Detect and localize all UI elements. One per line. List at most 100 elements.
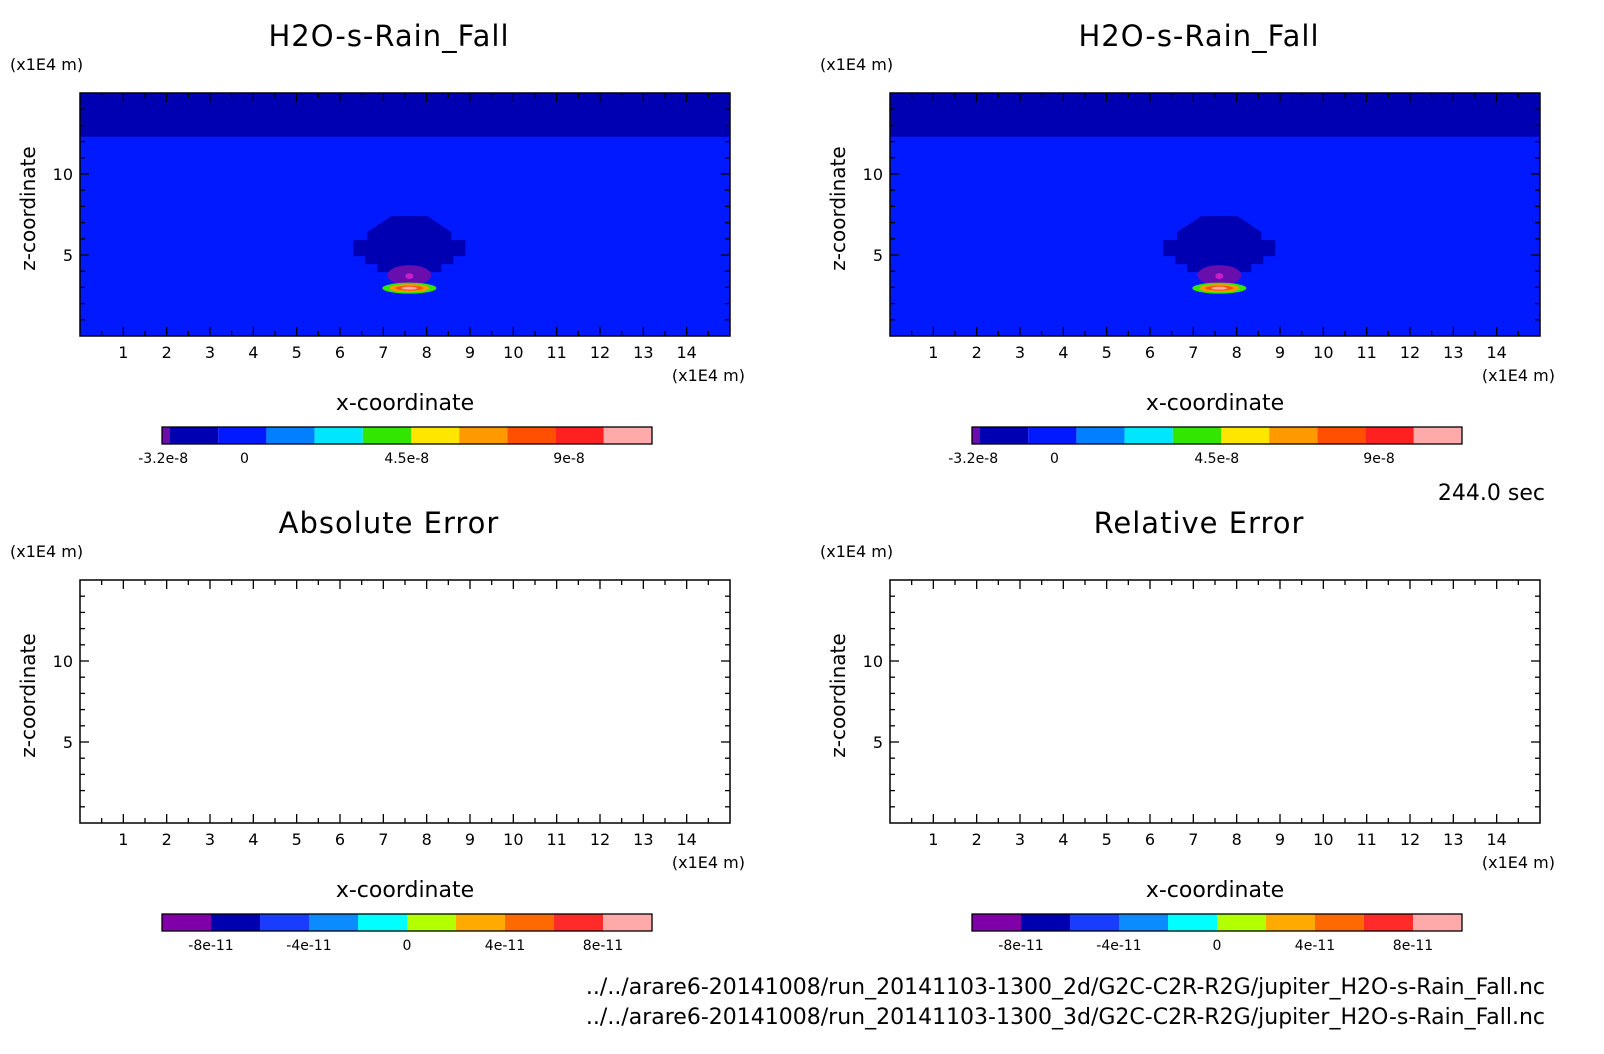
y-tick-label: 10: [863, 165, 883, 184]
x-axis-label: x-coordinate: [336, 391, 474, 416]
colorbar-bin: [456, 914, 505, 931]
heatmap-band-peak: [401, 286, 418, 290]
x-unit-label: (x1E4 m): [672, 366, 745, 385]
heatmap-band-peak: [1211, 286, 1228, 290]
colorbar-bin: [554, 914, 603, 931]
colorbar-tick-label: -3.2e-8: [138, 451, 188, 467]
axis-ticks: [890, 580, 1540, 823]
colorbar-bin: [1315, 914, 1364, 931]
colorbar-bin: [362, 427, 411, 444]
x-tick-label: 13: [633, 830, 653, 849]
x-tick-label: 9: [465, 830, 475, 849]
colorbar-tick-label: 4e-11: [1295, 938, 1335, 954]
colorbar-frame: [161, 426, 653, 445]
axis-ticks: [890, 93, 1540, 336]
colorbar-bin: [411, 427, 460, 444]
x-tick-label: 6: [335, 343, 345, 362]
y-tick-label: 10: [863, 652, 883, 671]
colorbar-bin: [218, 427, 267, 444]
chart-title: Absolute Error: [279, 506, 500, 540]
x-tick-label: 13: [1443, 830, 1463, 849]
colorbar-bin: [1364, 914, 1413, 931]
x-tick-label: 3: [205, 343, 215, 362]
x-tick-label: 4: [1058, 343, 1068, 362]
plot-frame: [889, 579, 1541, 824]
colorbar-bin: [1021, 914, 1070, 931]
colorbar-tick-label: -8e-11: [998, 938, 1043, 954]
y-axis-label: z-coordinate: [16, 633, 40, 757]
x-tick-label: 8: [422, 830, 432, 849]
y-unit-label: (x1E4 m): [10, 55, 83, 74]
x-tick-label: 10: [503, 830, 523, 849]
x-tick-label: 9: [1275, 830, 1285, 849]
x-tick-label: 13: [633, 343, 653, 362]
x-tick-label: 5: [292, 343, 302, 362]
x-tick-label: 8: [1232, 343, 1242, 362]
x-tick-label: 4: [248, 830, 258, 849]
x-tick-label: 12: [1400, 830, 1420, 849]
x-unit-label: (x1E4 m): [672, 853, 745, 872]
x-tick-label: 14: [1486, 343, 1506, 362]
x-tick-label: 6: [1145, 830, 1155, 849]
colorbar-bin: [507, 427, 556, 444]
x-tick-label: 11: [546, 343, 566, 362]
colorbar-tick-label: 9e-8: [1363, 451, 1394, 467]
colorbar-bin: [407, 914, 456, 931]
colorbar-bin: [1317, 427, 1366, 444]
colorbar-bin: [260, 914, 309, 931]
heatmap-min-spot: [1215, 273, 1224, 280]
x-tick-label: 7: [378, 343, 388, 362]
colorbar-bin: [555, 427, 604, 444]
colorbar: -8e-11 -4e-11 0 4e-11 8e-11: [971, 913, 1463, 954]
colorbar-bin: [1365, 427, 1414, 444]
colorbar-bin: [1266, 914, 1315, 931]
colorbar-bin: [980, 427, 1029, 444]
file-path-1: ../../arare6-20141008/run_20141103-1300_…: [586, 975, 1545, 1000]
heatmap-field: [890, 93, 1540, 336]
x-tick-label: 8: [422, 343, 432, 362]
colorbar-frame: [161, 913, 653, 932]
colorbar-frame: [971, 913, 1463, 932]
x-tick-label: 12: [1400, 343, 1420, 362]
colorbar-bin: [1076, 427, 1125, 444]
heatmap-top-layer: [80, 93, 730, 137]
x-unit-label: (x1E4 m): [1482, 853, 1555, 872]
colorbar-tick-label: 8e-11: [1393, 938, 1433, 954]
colorbar: -3.2e-8 0 4.5e-8 9e-8: [948, 426, 1463, 467]
colorbar-bin: [1269, 427, 1318, 444]
chart-title: H2O-s-Rain_Fall: [268, 19, 509, 53]
x-tick-label: 11: [1356, 830, 1376, 849]
x-tick-label: 11: [546, 830, 566, 849]
colorbar-tick-label: -4e-11: [1096, 938, 1141, 954]
x-tick-label: 5: [292, 830, 302, 849]
y-tick-label: 5: [873, 246, 883, 265]
y-unit-label: (x1E4 m): [820, 542, 893, 561]
colorbar-bin: [972, 427, 980, 444]
colorbar-tick-label: 4.5e-8: [384, 451, 429, 467]
x-tick-label: 3: [205, 830, 215, 849]
colorbar-tick-label: 4.5e-8: [1194, 451, 1239, 467]
time-label: 244.0 sec: [1438, 481, 1545, 506]
chart-panel-2: H2O-s-Rain_Fall(x1E4 m)1 2 3 4 5 6 7 8 9 10 11 12 13…: [820, 19, 1555, 467]
x-tick-label: 7: [1188, 343, 1198, 362]
x-tick-label: 7: [378, 830, 388, 849]
x-tick-label: 3: [1015, 830, 1025, 849]
colorbar-bin: [1217, 914, 1266, 931]
y-unit-label: (x1E4 m): [10, 542, 83, 561]
x-tick-label: 1: [928, 830, 938, 849]
x-tick-label: 4: [1058, 830, 1068, 849]
colorbar-bin: [1413, 914, 1462, 931]
colorbar-bin: [1028, 427, 1077, 444]
x-tick-label: 3: [1015, 343, 1025, 362]
colorbar-bin: [162, 427, 170, 444]
heatmap-top-layer: [890, 93, 1540, 137]
chart-panel-1: H2O-s-Rain_Fall(x1E4 m)1 2 3 4 5 6 7 8 9 10 11 12 13…: [10, 19, 745, 467]
plot-frame: [79, 579, 731, 824]
colorbar-bin: [1119, 914, 1168, 931]
axis-ticks: [80, 580, 730, 823]
colorbar: -8e-11 -4e-11 0 4e-11 8e-11: [161, 913, 653, 954]
x-tick-label: 1: [118, 343, 128, 362]
x-tick-label: 1: [118, 830, 128, 849]
x-axis-label: x-coordinate: [336, 878, 474, 903]
x-tick-label: 6: [335, 830, 345, 849]
